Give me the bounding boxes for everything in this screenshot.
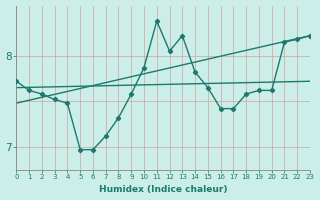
X-axis label: Humidex (Indice chaleur): Humidex (Indice chaleur) (99, 185, 228, 194)
